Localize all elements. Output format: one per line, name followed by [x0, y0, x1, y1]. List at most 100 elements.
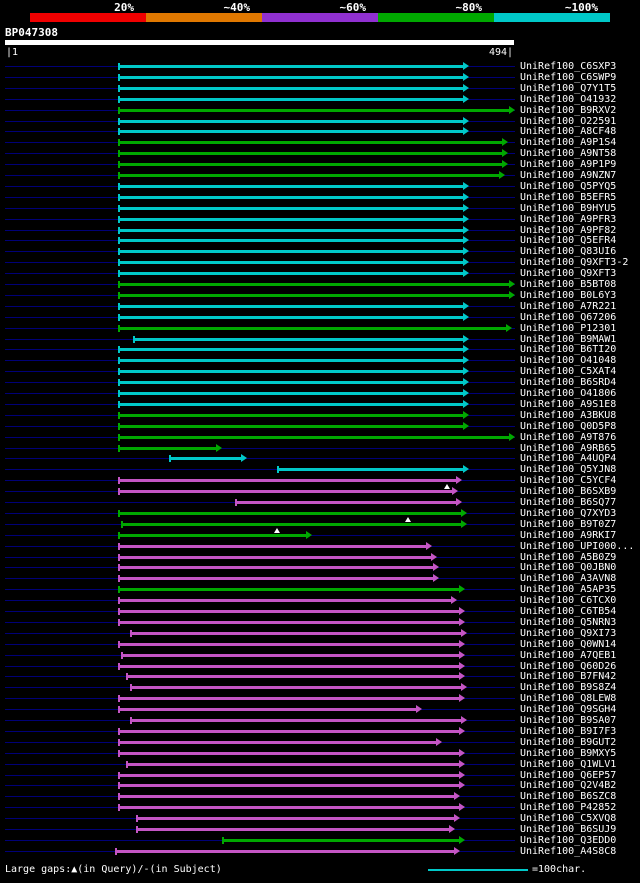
alignment-bar[interactable] — [117, 414, 465, 417]
alignment-bar[interactable] — [133, 338, 465, 341]
alignment-bar[interactable] — [117, 774, 461, 777]
alignment-bar[interactable] — [117, 436, 510, 439]
hit-label[interactable]: UniRef100_A9PFR3 — [520, 214, 617, 225]
alignment-bar[interactable] — [117, 708, 417, 711]
alignment-bar[interactable] — [117, 621, 461, 624]
alignment-bar[interactable] — [117, 359, 465, 362]
hit-label[interactable]: UniRef100_B9HYU5 — [520, 203, 617, 214]
alignment-bar[interactable] — [117, 795, 456, 798]
alignment-bar[interactable] — [117, 65, 465, 68]
alignment-bar[interactable] — [117, 599, 453, 602]
hit-label[interactable]: UniRef100_C6SWP9 — [520, 72, 617, 83]
alignment-bar[interactable] — [117, 479, 458, 482]
alignment-bar[interactable] — [117, 305, 465, 308]
hit-label[interactable]: UniRef100_A9T876 — [520, 432, 617, 443]
alignment-bar[interactable] — [117, 109, 510, 112]
alignment-bar[interactable] — [222, 839, 461, 842]
alignment-bar[interactable] — [117, 697, 461, 700]
hit-label[interactable]: UniRef100_B6TI20 — [520, 344, 617, 355]
hit-label[interactable]: UniRef100_A4UQP4 — [520, 453, 617, 464]
alignment-bar[interactable] — [117, 229, 465, 232]
hit-label[interactable]: UniRef100_Q1WLV1 — [520, 759, 617, 770]
alignment-bar[interactable] — [117, 196, 465, 199]
hit-label[interactable]: UniRef100_A7QEB1 — [520, 650, 617, 661]
hit-label[interactable]: UniRef100_B5BT08 — [520, 279, 617, 290]
hit-label[interactable]: UniRef100_Q9SGH4 — [520, 704, 617, 715]
hit-label[interactable]: UniRef100_A7R221 — [520, 301, 617, 312]
hit-label[interactable]: UniRef100_Q5EFR4 — [520, 235, 617, 246]
alignment-bar[interactable] — [130, 632, 463, 635]
alignment-bar[interactable] — [234, 501, 458, 504]
hit-label[interactable]: UniRef100_O41932 — [520, 94, 617, 105]
alignment-bar[interactable] — [117, 610, 461, 613]
alignment-bar[interactable] — [117, 752, 461, 755]
alignment-bar[interactable] — [117, 447, 218, 450]
hit-label[interactable]: UniRef100_B9I7F3 — [520, 726, 617, 737]
alignment-bar[interactable] — [117, 87, 465, 90]
hit-label[interactable]: UniRef100_O22591 — [520, 116, 617, 127]
hit-label[interactable]: UniRef100_B6SRD4 — [520, 377, 617, 388]
hit-label[interactable]: UniRef100_Q6EP57 — [520, 770, 617, 781]
hit-label[interactable]: UniRef100_Q5YJN8 — [520, 464, 617, 475]
alignment-bar[interactable] — [117, 327, 507, 330]
hit-label[interactable]: UniRef100_Q9XI73 — [520, 628, 617, 639]
alignment-bar[interactable] — [120, 654, 461, 657]
alignment-bar[interactable] — [117, 512, 463, 515]
hit-label[interactable]: UniRef100_A9NT58 — [520, 148, 617, 159]
hit-label[interactable]: UniRef100_B9RXV2 — [520, 105, 617, 116]
alignment-bar[interactable] — [117, 381, 465, 384]
alignment-bar[interactable] — [117, 218, 465, 221]
hit-label[interactable]: UniRef100_C5XAT4 — [520, 366, 617, 377]
hit-label[interactable]: UniRef100_Q7XYD3 — [520, 508, 617, 519]
hit-label[interactable]: UniRef100_A4S8C8 — [520, 846, 617, 857]
alignment-bar[interactable] — [117, 316, 465, 319]
hit-label[interactable]: UniRef100_Q0JBN0 — [520, 562, 617, 573]
hit-label[interactable]: UniRef100_O41806 — [520, 388, 617, 399]
alignment-bar[interactable] — [117, 545, 428, 548]
alignment-bar[interactable] — [120, 523, 463, 526]
hit-label[interactable]: UniRef100_Q83UI6 — [520, 246, 617, 257]
hit-label[interactable]: UniRef100_O41048 — [520, 355, 617, 366]
hit-label[interactable]: UniRef100_Q2V4B2 — [520, 780, 617, 791]
hit-label[interactable]: UniRef100_Q9XFT3 — [520, 268, 617, 279]
alignment-bar[interactable] — [117, 588, 461, 591]
hit-label[interactable]: UniRef100_B5EFR5 — [520, 192, 617, 203]
alignment-bar[interactable] — [117, 348, 465, 351]
hit-label[interactable]: UniRef100_B9MAW1 — [520, 334, 617, 345]
hit-label[interactable]: UniRef100_Q8LEW8 — [520, 693, 617, 704]
alignment-bar[interactable] — [117, 490, 454, 493]
hit-label[interactable]: UniRef100_Q0D5P8 — [520, 421, 617, 432]
alignment-bar[interactable] — [117, 152, 503, 155]
alignment-bar[interactable] — [117, 577, 435, 580]
alignment-bar[interactable] — [117, 163, 503, 166]
hit-label[interactable]: UniRef100_A9S1E8 — [520, 399, 617, 410]
alignment-bar[interactable] — [117, 141, 503, 144]
hit-label[interactable]: UniRef100_Q3EDD0 — [520, 835, 617, 846]
alignment-bar[interactable] — [117, 370, 465, 373]
alignment-bar[interactable] — [136, 828, 450, 831]
alignment-bar[interactable] — [117, 534, 308, 537]
alignment-bar[interactable] — [117, 120, 465, 123]
alignment-bar[interactable] — [117, 566, 435, 569]
alignment-bar[interactable] — [114, 850, 456, 853]
hit-label[interactable]: UniRef100_A9PF82 — [520, 225, 617, 236]
hit-label[interactable]: UniRef100_A9RB65 — [520, 443, 617, 454]
hit-label[interactable]: UniRef100_B9T0Z7 — [520, 519, 617, 530]
alignment-bar[interactable] — [126, 675, 461, 678]
hit-label[interactable]: UniRef100_B0L6Y3 — [520, 290, 617, 301]
alignment-bar[interactable] — [117, 403, 465, 406]
hit-label[interactable]: UniRef100_C5YCF4 — [520, 475, 617, 486]
alignment-bar[interactable] — [117, 806, 461, 809]
hit-label[interactable]: UniRef100_B6SQ77 — [520, 497, 617, 508]
hit-label[interactable]: UniRef100_A9NZN7 — [520, 170, 617, 181]
alignment-bar[interactable] — [117, 730, 461, 733]
hit-label[interactable]: UniRef100_A5AP35 — [520, 584, 617, 595]
hit-label[interactable]: UniRef100_A9P1S4 — [520, 137, 617, 148]
hit-label[interactable]: UniRef100_C6SXP3 — [520, 61, 617, 72]
alignment-bar[interactable] — [117, 283, 510, 286]
alignment-bar[interactable] — [130, 686, 463, 689]
hit-label[interactable]: UniRef100_B9S8Z4 — [520, 682, 617, 693]
alignment-bar[interactable] — [117, 76, 465, 79]
hit-label[interactable]: UniRef100_Q0WN14 — [520, 639, 617, 650]
alignment-bar[interactable] — [136, 817, 456, 820]
